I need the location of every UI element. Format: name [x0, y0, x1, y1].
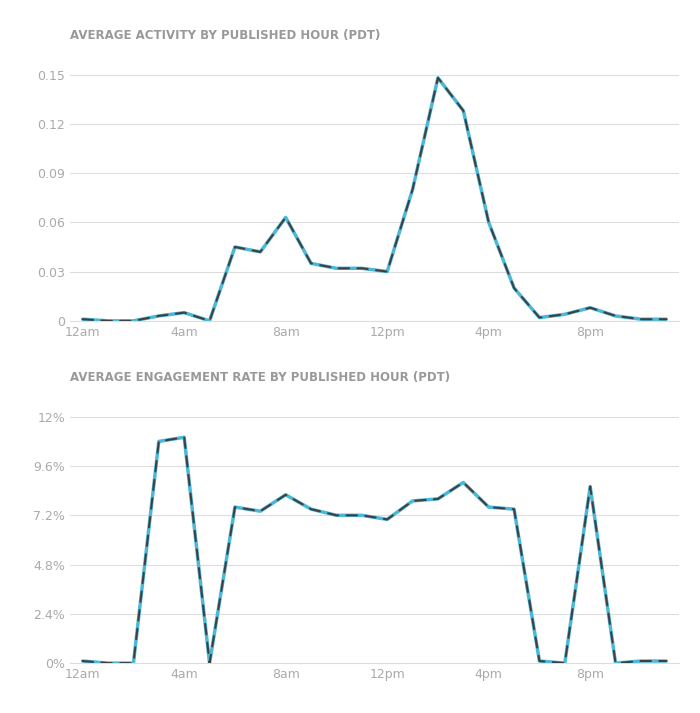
Text: AVERAGE ENGAGEMENT RATE BY PUBLISHED HOUR (PDT): AVERAGE ENGAGEMENT RATE BY PUBLISHED HOU…	[70, 371, 450, 384]
Text: AVERAGE ACTIVITY BY PUBLISHED HOUR (PDT): AVERAGE ACTIVITY BY PUBLISHED HOUR (PDT)	[70, 29, 380, 42]
